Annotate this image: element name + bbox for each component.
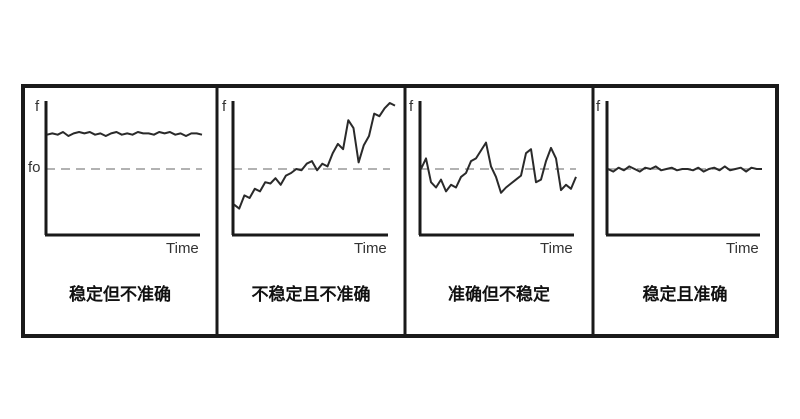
y-axis-label: f: [35, 98, 40, 115]
x-axis-label: Time: [726, 240, 759, 257]
reference-label: fo: [28, 159, 41, 176]
signal-line: [46, 131, 203, 137]
outer-frame: [21, 84, 779, 338]
y-axis-label: f: [222, 98, 227, 115]
y-axis-label: f: [409, 98, 414, 115]
y-axis-label: f: [596, 98, 601, 115]
panel-caption: 稳定但不准确: [69, 285, 171, 305]
x-axis-label: Time: [354, 240, 387, 257]
x-axis-label: Time: [166, 240, 199, 257]
panel-caption: 不稳定且不准确: [251, 285, 371, 305]
panel-caption: 稳定且准确: [642, 285, 728, 305]
signal-line: [420, 141, 577, 194]
x-axis-label: Time: [540, 240, 573, 257]
signal-line: [233, 102, 396, 210]
signal-line: [607, 165, 762, 173]
panel-caption: 准确但不稳定: [448, 285, 550, 305]
